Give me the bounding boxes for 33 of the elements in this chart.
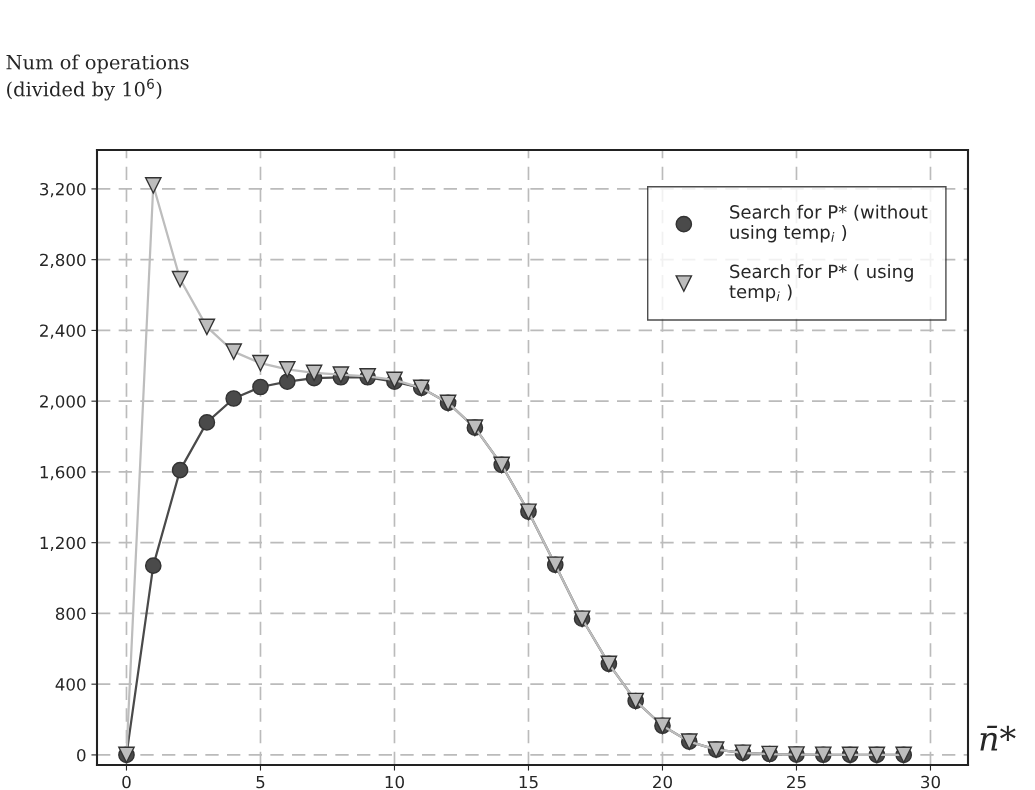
- x-tick-label: 20: [653, 775, 672, 789]
- point: [252, 378, 269, 396]
- point: [144, 557, 162, 574]
- y-tick-label: 400: [55, 678, 86, 691]
- y-tick-label: 2,800: [40, 253, 86, 268]
- x-tick-label: 25: [787, 775, 806, 789]
- point: [278, 360, 296, 378]
- point: [225, 343, 243, 360]
- point: [252, 354, 269, 372]
- x-tick-label: 0: [122, 775, 131, 789]
- x-axis-title: n̄*: [980, 725, 1016, 751]
- y-tick-label: 1,200: [40, 536, 86, 551]
- point: [225, 390, 243, 407]
- point: [144, 177, 162, 194]
- legend-label: Search for P* ( using temp$_{i}$ ): [729, 264, 913, 302]
- legend-label: Search for P* (without using temp$_{i}$ ): [730, 204, 928, 243]
- y-tick-label: 3,200: [40, 182, 86, 198]
- point: [198, 318, 216, 336]
- x-tick-label: 5: [256, 775, 265, 789]
- point: [171, 461, 189, 479]
- y-tick-label: 1,600: [40, 465, 86, 481]
- x-tick-label: 30: [921, 775, 940, 789]
- y-axis-title: Num of operations (divided by 10$^{6}$): [6, 54, 189, 101]
- x-tick-label: 10: [385, 775, 404, 789]
- y-tick-label: 2,000: [40, 395, 86, 410]
- point: [198, 414, 216, 431]
- point: [305, 364, 323, 382]
- y-tick-label: 800: [55, 607, 86, 620]
- x-tick-label: 15: [519, 775, 538, 789]
- point: [171, 270, 189, 288]
- y-tick-label: 0: [77, 748, 86, 762]
- y-tick-label: 2,400: [40, 324, 86, 339]
- point: [278, 373, 296, 391]
